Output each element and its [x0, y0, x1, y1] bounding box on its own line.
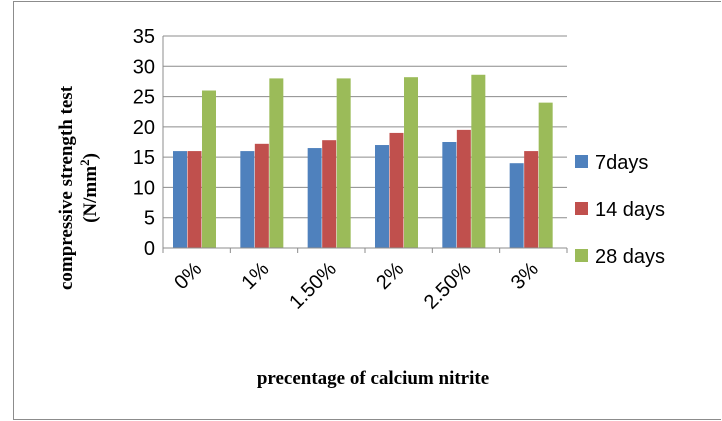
legend-label: 28 days [595, 246, 665, 268]
x-tick-label: 1.50% [285, 258, 341, 314]
bar-28days-2% [404, 77, 418, 248]
bars [173, 74, 553, 249]
bar-28days-2.50% [471, 74, 486, 248]
y-tick-label: 15 [133, 147, 155, 169]
legend: 7days 14 days 28 days [575, 152, 665, 268]
bar-14days-2% [389, 132, 404, 248]
x-axis-title: precentage of calcium nitrite [257, 368, 489, 389]
bar-28days-3% [538, 102, 553, 248]
chart-frame [13, 1, 721, 420]
axes [162, 36, 568, 253]
x-tick-label: 3% [507, 258, 543, 294]
legend-swatch-14days [575, 202, 588, 215]
bar-28days-1.50% [336, 78, 351, 249]
x-tick-label: 0% [170, 258, 206, 294]
y-tick-label: 20 [133, 117, 155, 139]
y-tick-label: 35 [133, 26, 155, 48]
y-tick-label: 5 [144, 208, 155, 230]
legend-label: 14 days [595, 199, 665, 221]
bar-14days-1% [254, 143, 269, 248]
x-tick-labels: 0% 1% 1.50% 2% 2.50% 3% [170, 258, 543, 314]
bar-28days-0% [202, 90, 216, 248]
bar-7days-2% [375, 145, 389, 248]
bar-14days-1.50% [322, 140, 337, 248]
bar-14days-3% [524, 151, 539, 248]
bar-7days-0% [173, 151, 187, 248]
bar-7days-1% [240, 151, 255, 248]
y-axis-title: compressive strength test (N/mm2) [56, 85, 101, 290]
legend-swatch-7days [575, 155, 588, 168]
x-tick-label: 2% [372, 258, 408, 294]
legend-label: 7days [595, 152, 648, 174]
x-tick-label: 1% [238, 258, 274, 294]
legend-swatch-28days [575, 249, 588, 262]
y-tick-labels: 0 5 10 15 20 25 30 35 [133, 26, 155, 260]
y-tick-label: 25 [133, 87, 155, 109]
gridlines [163, 35, 567, 219]
x-tick-label: 2.50% [420, 258, 476, 314]
bar-14days-0% [187, 151, 202, 248]
bar-7days-1.50% [307, 148, 322, 248]
bar-7days-2.50% [442, 142, 457, 248]
bar-28days-1% [269, 78, 284, 249]
y-axis-title-line1: compressive strength test [56, 85, 77, 290]
bar-7days-3% [509, 163, 524, 248]
bar-14days-2.50% [456, 129, 471, 248]
y-axis-title-line2: (N/mm2) [77, 153, 101, 223]
y-tick-label: 30 [133, 56, 155, 78]
y-tick-label: 0 [144, 238, 155, 260]
y-tick-label: 10 [133, 177, 155, 199]
